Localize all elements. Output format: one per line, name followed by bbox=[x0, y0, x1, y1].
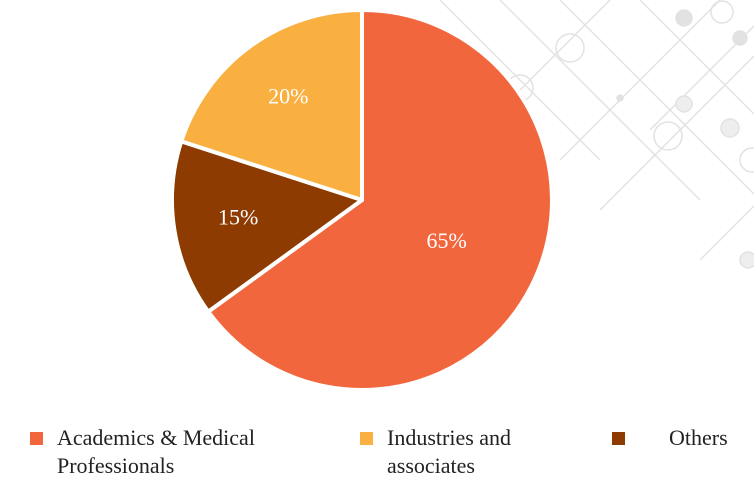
legend-item: Academics & Medical Professionals bbox=[30, 424, 300, 480]
slice-label: 15% bbox=[218, 205, 258, 230]
legend-item: Industries and associates bbox=[360, 424, 560, 480]
chart: 65% 15% 20% bbox=[0, 0, 754, 420]
legend-item: Others bbox=[612, 424, 742, 452]
legend-label: Industries and associates bbox=[387, 424, 560, 480]
page: {"chart_data": {"type": "pie", "categori… bbox=[0, 0, 754, 481]
legend-swatch bbox=[360, 432, 373, 445]
slice-label: 65% bbox=[426, 228, 466, 253]
legend-swatch bbox=[30, 432, 43, 445]
legend-label: Others bbox=[669, 424, 728, 452]
legend-swatch bbox=[612, 432, 625, 445]
legend: Academics & Medical Professionals Industr… bbox=[0, 424, 754, 481]
legend-label: Academics & Medical Professionals bbox=[57, 424, 300, 480]
slice-label: 20% bbox=[268, 84, 308, 109]
